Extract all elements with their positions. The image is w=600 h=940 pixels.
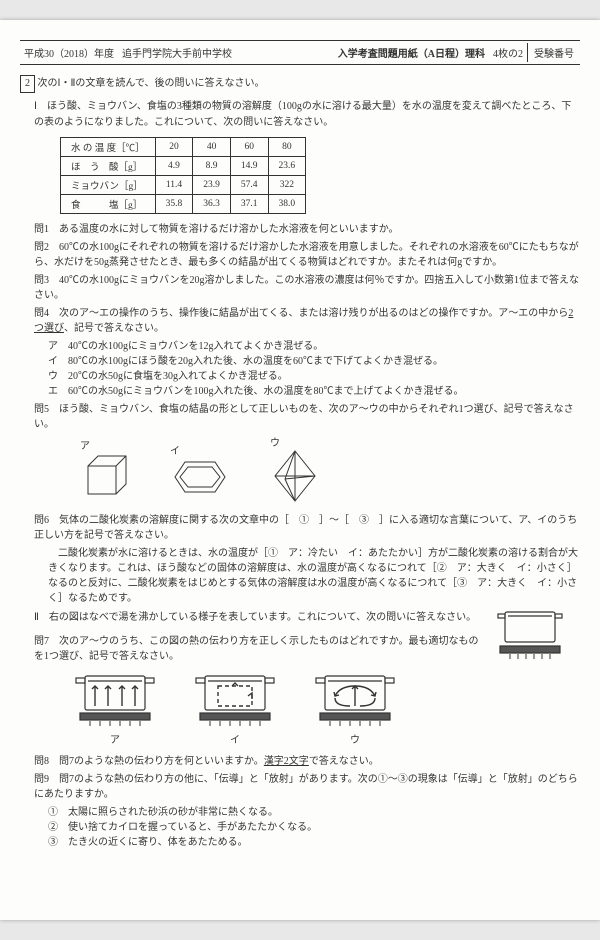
table-cell: 322	[268, 176, 306, 195]
exam-page: 平成30（2018）年度 追手門学院大手前中学校 入学考査問題用紙（A日程）理科…	[0, 20, 600, 920]
q8-underline: 漢字2文字	[264, 756, 309, 767]
table-cell: 80	[268, 138, 306, 157]
section-number: 2	[20, 75, 35, 93]
header-page: 4枚の2	[489, 45, 527, 60]
table-cell: 38.0	[268, 195, 306, 214]
table-cell: 57.4	[230, 176, 268, 195]
table-cell: 14.9	[230, 157, 268, 176]
table-cell: 60	[230, 138, 268, 157]
shape-octahedron: ウ	[270, 434, 320, 507]
question-1: 問1 ある温度の水に対して物質を溶けるだけ溶かした水溶液を何といいますか。	[20, 220, 580, 235]
pot-label-a: ア	[70, 731, 160, 746]
question-4: 問4 次のア〜エの操作のうち、操作後に結晶が出てくる、または溶け残りが出るのはど…	[20, 304, 580, 334]
table-cell: ミョウバン［g］	[61, 176, 156, 195]
table-cell: 40	[193, 138, 231, 157]
cube-icon	[80, 452, 130, 502]
part-I-lead: Ⅰ ほう酸、ミョウバン、食塩の3種類の物質の溶解度（100gの水に溶ける最大量）…	[20, 99, 580, 131]
pot-b: イ	[190, 668, 280, 746]
table-cell: 37.1	[230, 195, 268, 214]
q4-text: 問4 次のア〜エの操作のうち、操作後に結晶が出てくる、または溶け残りが出るのはど…	[34, 308, 568, 319]
q4-opt-b: イ 80℃の水100gにほう酸を20g入れた後、水の温度を60℃まで下げてよくか…	[48, 352, 580, 367]
q4-opt-c: ウ 20℃の水50gに食塩を30g入れてよくかき混ぜる。	[48, 367, 580, 382]
q9-opt-2: ② 使い捨てカイロを握っていると、手があたたかくなる。	[48, 818, 580, 833]
table-cell: 35.8	[155, 195, 193, 214]
table-cell: 23.9	[193, 176, 231, 195]
pot-figure-right	[490, 606, 570, 664]
q9-options: ① 太陽に照らされた砂浜の砂が非常に熱くなる。 ② 使い捨てカイロを握っていると…	[20, 803, 580, 848]
table-cell: 11.4	[155, 176, 193, 195]
pot-convection-icon	[310, 668, 400, 728]
question-8: 問8 問7のような熱の伝わり方を何といいますか。漢字2文字で答えなさい。	[20, 752, 580, 767]
pot-label-c: ウ	[310, 731, 400, 746]
octahedron-icon	[270, 449, 320, 504]
pot-a: ア	[70, 668, 160, 746]
q9-opt-1: ① 太陽に照らされた砂浜の砂が非常に熱くなる。	[48, 803, 580, 818]
header-school: 追手門学院大手前中学校	[118, 45, 334, 60]
shape-label-b: イ	[170, 446, 180, 457]
table-cell: 23.6	[268, 157, 306, 176]
section-lead-text: 次のⅠ・Ⅱの文章を読んで、後の問いに答えなさい。	[38, 78, 265, 89]
header-title: 入学考査問題用紙（A日程）理科	[334, 45, 489, 60]
table-cell: 8.9	[193, 157, 231, 176]
pot-options: ア イ	[20, 668, 580, 746]
header-year: 平成30（2018）年度	[20, 45, 118, 60]
question-3: 問3 40℃の水100gにミョウバンを20g溶かしました。この水溶液の濃度は何％…	[20, 271, 580, 301]
shape-label-c: ウ	[270, 438, 280, 449]
question-5: 問5 ほう酸、ミョウバン、食塩の結晶の形として正しいものを、次のア〜ウの中からそ…	[20, 400, 580, 430]
q4-tail: 、記号で答えなさい。	[64, 323, 164, 334]
table-cell: ほ う 酸［g］	[61, 157, 156, 176]
question-6: 問6 気体の二酸化炭素の溶解度に関する次の文章中の［ ① ］〜［ ③ ］に入る適…	[20, 511, 580, 541]
page-header: 平成30（2018）年度 追手門学院大手前中学校 入学考査問題用紙（A日程）理科…	[20, 40, 580, 65]
q4-options: ア 40℃の水100gにミョウバンを12g入れてよくかき混ぜる。 イ 80℃の水…	[20, 337, 580, 397]
shape-cube: ア	[80, 437, 130, 505]
crystal-shapes: ア イ ウ	[20, 434, 580, 507]
table-cell: 水 の 温 度［℃］	[61, 138, 156, 157]
table-cell: 食 塩［g］	[61, 195, 156, 214]
question-9: 問9 問7のような熱の伝わり方の他に、「伝導」と「放射」があります。次の①〜③の…	[20, 770, 580, 800]
q8-text: 問8 問7のような熱の伝わり方を何といいますか。	[34, 756, 264, 767]
q4-opt-a: ア 40℃の水100gにミョウバンを12g入れてよくかき混ぜる。	[48, 337, 580, 352]
table-cell: 20	[155, 138, 193, 157]
q6-text: 二酸化炭素が水に溶けるときは、水の温度が［① ア：冷たい イ：あたたかい］方が二…	[20, 544, 580, 604]
shape-hexagon: イ	[170, 442, 230, 500]
pot-square-icon	[190, 668, 280, 728]
q9-opt-3: ③ たき火の近くに寄り、体をあたためる。	[48, 833, 580, 848]
header-examno: 受験番号	[527, 43, 580, 62]
q8-tail: で答えなさい。	[309, 756, 379, 767]
pot-c: ウ	[310, 668, 400, 746]
solubility-table: 水 の 温 度［℃］ 20 40 60 80 ほ う 酸［g］ 4.9 8.9 …	[60, 137, 306, 214]
table-cell: 36.3	[193, 195, 231, 214]
section-lead: 2 次のⅠ・Ⅱの文章を読んで、後の問いに答えなさい。	[20, 75, 580, 93]
q4-opt-d: エ 60℃の水50gにミョウバンを100g入れた後、水の温度を80℃まで上げてよ…	[48, 382, 580, 397]
pot-icon	[490, 606, 570, 661]
table-cell: 4.9	[155, 157, 193, 176]
pot-arrows-up-icon	[70, 668, 160, 728]
hexagon-icon	[170, 457, 230, 497]
shape-label-a: ア	[80, 441, 90, 452]
question-2: 問2 60℃の水100gにそれぞれの物質を溶けるだけ溶かした水溶液を用意しました…	[20, 238, 580, 268]
pot-label-b: イ	[190, 731, 280, 746]
